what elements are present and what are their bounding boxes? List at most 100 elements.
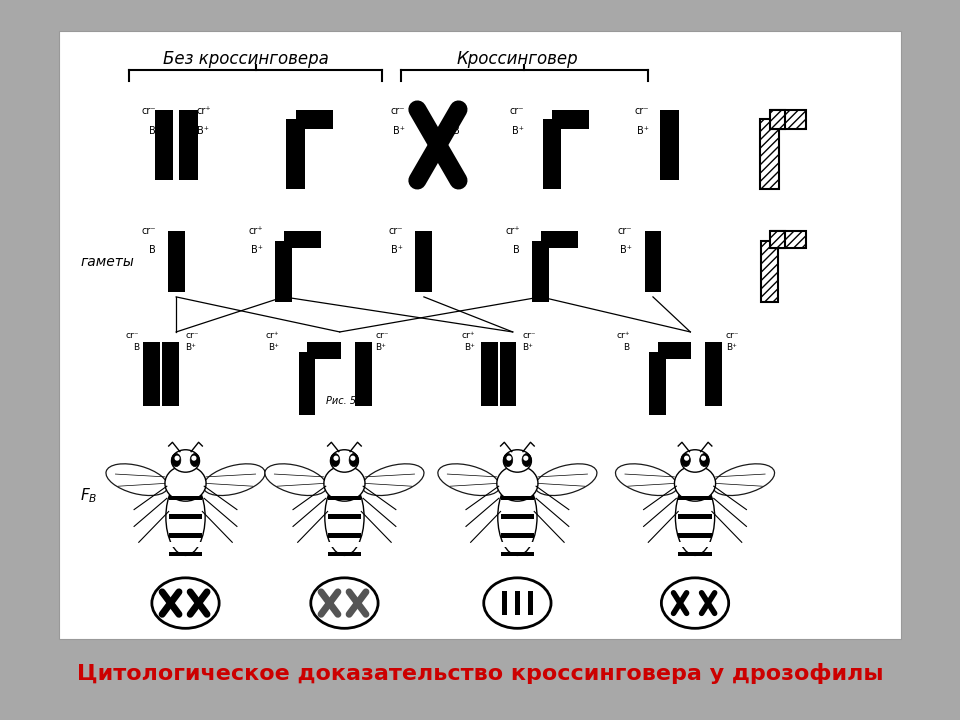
Bar (327, 533, 361, 538)
Bar (307, 342, 341, 359)
Bar (355, 342, 372, 406)
Bar (658, 342, 691, 359)
Text: B⁺: B⁺ (512, 126, 524, 136)
Bar (678, 514, 712, 519)
Bar (533, 240, 549, 302)
Text: B⁺: B⁺ (394, 126, 405, 136)
Ellipse shape (172, 450, 200, 472)
Bar (416, 231, 432, 292)
Ellipse shape (712, 464, 775, 495)
Bar (552, 110, 589, 129)
Bar (771, 231, 806, 248)
Text: B⁺: B⁺ (637, 126, 649, 136)
Text: Цитологическое доказательство кроссинговера у дрозофилы: Цитологическое доказательство кроссингов… (77, 662, 883, 684)
Ellipse shape (681, 454, 690, 467)
Text: B: B (149, 126, 156, 136)
Ellipse shape (522, 454, 532, 467)
Circle shape (357, 369, 369, 379)
Bar (771, 110, 806, 129)
Bar (499, 342, 516, 406)
Bar (169, 505, 203, 510)
Bar (327, 514, 361, 519)
Text: B⁺: B⁺ (465, 343, 475, 351)
Text: cr⁻: cr⁻ (375, 331, 389, 341)
Ellipse shape (535, 464, 597, 495)
Ellipse shape (330, 450, 358, 472)
Text: B: B (132, 343, 139, 351)
Text: B: B (623, 343, 630, 351)
Bar (283, 231, 299, 248)
Text: cr⁻: cr⁻ (141, 107, 156, 117)
Bar (500, 495, 534, 500)
Text: cr⁻: cr⁻ (522, 331, 536, 341)
Circle shape (334, 456, 338, 460)
Bar (169, 495, 203, 500)
Ellipse shape (324, 466, 365, 501)
Bar (327, 552, 361, 557)
Ellipse shape (615, 464, 678, 495)
Text: B⁺: B⁺ (392, 246, 403, 256)
Ellipse shape (681, 450, 709, 472)
Bar (706, 342, 722, 406)
Text: cr⁻: cr⁻ (726, 331, 739, 341)
Text: cr⁻: cr⁻ (125, 331, 139, 341)
Bar (500, 514, 534, 519)
Text: cr⁺: cr⁺ (462, 331, 475, 341)
Ellipse shape (676, 479, 714, 555)
Ellipse shape (497, 466, 538, 501)
Text: B: B (149, 246, 156, 256)
Bar (658, 342, 671, 359)
Circle shape (176, 456, 179, 460)
Bar (169, 552, 203, 557)
Bar (179, 110, 198, 180)
Ellipse shape (172, 454, 180, 467)
Bar (169, 514, 203, 519)
Bar (678, 552, 712, 557)
Circle shape (351, 456, 355, 460)
Bar (355, 342, 372, 406)
Bar (678, 505, 712, 510)
Circle shape (684, 456, 688, 460)
Bar (327, 523, 361, 528)
Bar (644, 231, 661, 292)
Bar (168, 231, 184, 292)
Bar (299, 351, 316, 415)
Text: cr⁺: cr⁺ (453, 107, 468, 117)
Text: cr⁻: cr⁻ (389, 226, 403, 236)
Bar (327, 542, 361, 547)
Bar (500, 533, 534, 538)
Bar (760, 120, 780, 189)
Text: B⁺: B⁺ (620, 246, 633, 256)
Bar (500, 552, 534, 557)
Text: гаметы: гаметы (81, 255, 134, 269)
Bar (678, 542, 712, 547)
Bar (649, 351, 666, 415)
Ellipse shape (700, 454, 709, 467)
Bar (515, 591, 520, 615)
Bar (169, 523, 203, 528)
Circle shape (357, 369, 369, 379)
Text: B⁺: B⁺ (185, 343, 197, 351)
Circle shape (181, 138, 195, 151)
Bar (500, 505, 534, 510)
Ellipse shape (166, 479, 205, 555)
Ellipse shape (152, 578, 219, 629)
Bar (678, 533, 712, 538)
Bar (169, 542, 203, 547)
Bar (143, 342, 160, 406)
Ellipse shape (661, 578, 729, 629)
Bar (169, 533, 203, 538)
Ellipse shape (324, 479, 364, 555)
Bar (481, 342, 498, 406)
Text: cr⁺: cr⁺ (506, 226, 520, 236)
Ellipse shape (503, 454, 513, 467)
Ellipse shape (106, 464, 168, 495)
Bar (501, 591, 507, 615)
Circle shape (418, 256, 430, 269)
Text: cr⁻: cr⁻ (185, 331, 199, 341)
Circle shape (192, 456, 196, 460)
Bar (660, 110, 679, 180)
Circle shape (524, 456, 528, 460)
Circle shape (646, 256, 660, 269)
Ellipse shape (675, 466, 715, 501)
